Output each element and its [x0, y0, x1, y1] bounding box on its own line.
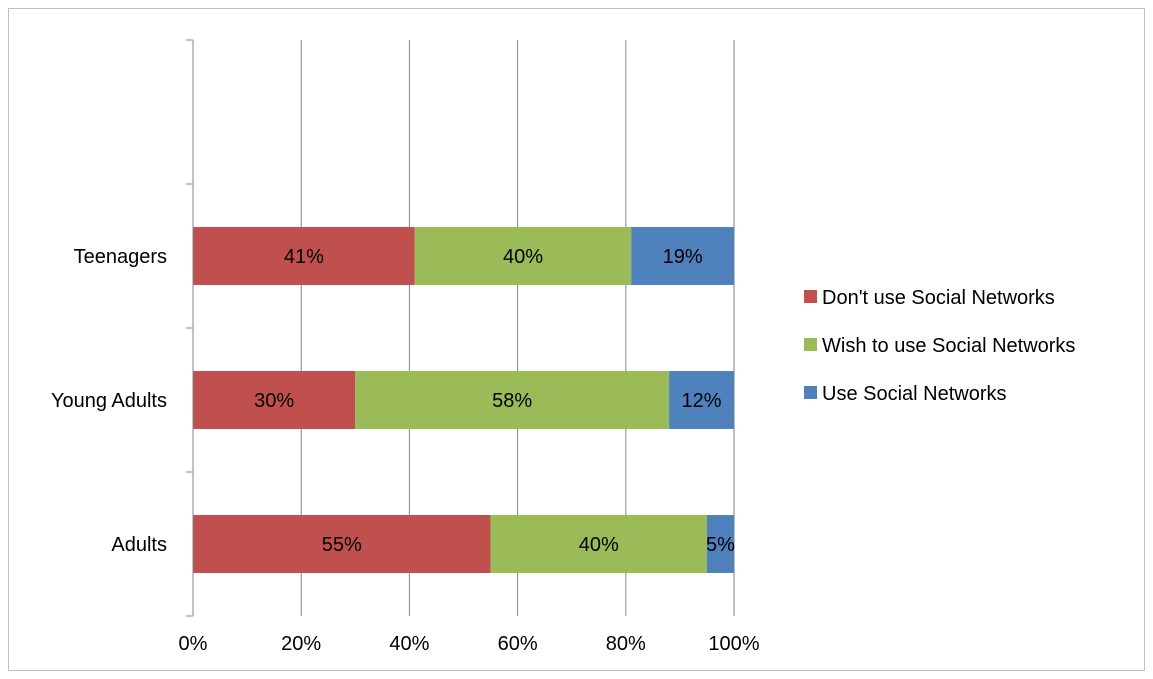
data-label-adults-don-t-use-social-networks: 55% [322, 534, 362, 556]
bar-adults-wish-to-use-social-networks [490, 515, 707, 573]
x-tick-label-60: 60% [498, 633, 538, 655]
x-tick-label-100: 100% [708, 633, 759, 655]
data-label-young-adults-don-t-use-social-networks: 30% [254, 390, 294, 412]
bars [193, 227, 734, 573]
legend: Don't use Social Networks Wish to use Soc… [804, 287, 1075, 405]
category-label-young-adults: Young Adults [51, 390, 167, 412]
data-label-adults-wish-to-use-social-networks: 40% [579, 534, 619, 556]
bar-young-adults-use-social-networks [669, 371, 734, 429]
legend-label-don-t-use-social-networks: Don't use Social Networks [822, 287, 1055, 309]
data-label-young-adults-wish-to-use-social-networks: 58% [492, 390, 532, 412]
data-label-teenagers-don-t-use-social-networks: 41% [284, 246, 324, 268]
x-tick-label-40: 40% [389, 633, 429, 655]
legend-label-use-social-networks: Use Social Networks [822, 383, 1007, 405]
bar-teenagers-use-social-networks [631, 227, 734, 285]
data-label-teenagers-use-social-networks: 19% [663, 246, 703, 268]
legend-swatch-wish-to-use-social-networks [804, 338, 817, 351]
x-tick-label-80: 80% [606, 633, 646, 655]
bar-teenagers-wish-to-use-social-networks [414, 227, 632, 285]
bar-teenagers-don-t-use-social-networks [193, 227, 415, 285]
labels: 0% 20% 40% 60% 80% 100% Adults 55% 40% 5% Young Ad… [51, 246, 760, 655]
data-label-young-adults-use-social-networks: 12% [682, 390, 722, 412]
x-tick-label-0: 0% [179, 633, 208, 655]
bar-young-adults-wish-to-use-social-networks [355, 371, 670, 429]
bar-young-adults-don-t-use-social-networks [193, 371, 356, 429]
category-label-teenagers: Teenagers [74, 246, 167, 268]
axes [186, 39, 194, 617]
legend-swatch-use-social-networks [804, 386, 817, 399]
data-label-adults-use-social-networks: 5% [706, 534, 735, 556]
legend-label-wish-to-use-social-networks: Wish to use Social Networks [822, 335, 1075, 357]
bar-adults-use-social-networks [706, 515, 734, 573]
x-tick-label-20: 20% [281, 633, 321, 655]
bar-adults-don-t-use-social-networks [193, 515, 491, 573]
legend-swatch-don-t-use-social-networks [804, 290, 817, 303]
data-label-teenagers-wish-to-use-social-networks: 40% [503, 246, 543, 268]
category-label-adults: Adults [111, 534, 167, 556]
